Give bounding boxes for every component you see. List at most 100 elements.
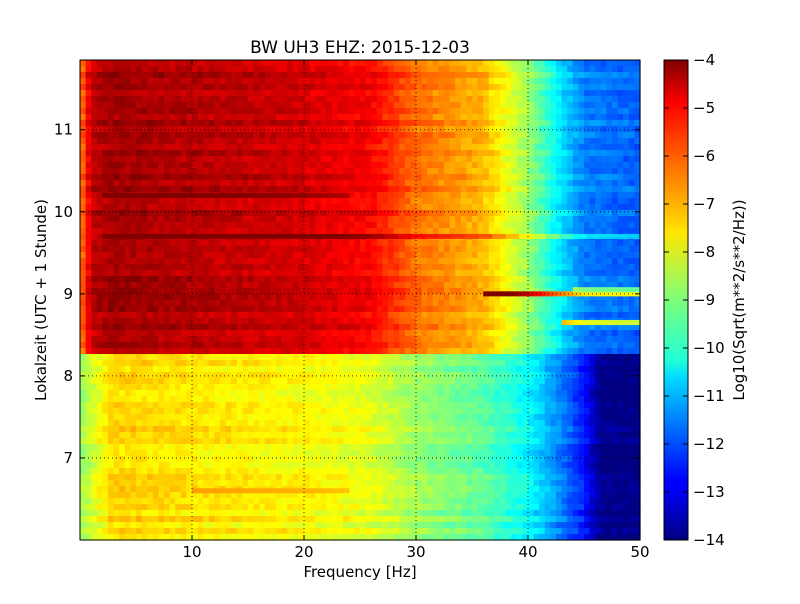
- heatmap-cell: [315, 342, 322, 349]
- heatmap-cell: [634, 270, 641, 277]
- heatmap-cell: [606, 84, 613, 91]
- heatmap-cell: [460, 84, 467, 91]
- heatmap-cell: [337, 90, 344, 97]
- heatmap-cell: [399, 120, 406, 127]
- heatmap-cell: [444, 126, 451, 133]
- heatmap-cell: [595, 276, 602, 283]
- heatmap-cell: [231, 300, 238, 307]
- heatmap-cell: [343, 342, 350, 349]
- heatmap-cell: [91, 222, 98, 229]
- heatmap-cell: [432, 342, 439, 349]
- heatmap-cell: [556, 318, 563, 325]
- heatmap-cell: [208, 60, 215, 67]
- heatmap-cell: [326, 120, 333, 127]
- heatmap-cell: [623, 228, 630, 235]
- heatmap-cell: [600, 306, 607, 313]
- heatmap-cell: [455, 90, 462, 97]
- heatmap-cell: [606, 132, 613, 139]
- heatmap-cell: [477, 252, 484, 259]
- heatmap-cell: [158, 90, 165, 97]
- heatmap-cell: [180, 132, 187, 139]
- heatmap-cell: [337, 246, 344, 253]
- heatmap-cell: [600, 162, 607, 169]
- heatmap-cell: [544, 342, 551, 349]
- heatmap-cell: [214, 108, 221, 115]
- heatmap-cell: [259, 300, 266, 307]
- heatmap-cell: [455, 204, 462, 211]
- heatmap-cell: [158, 228, 165, 235]
- heatmap-cell: [533, 330, 540, 337]
- heatmap-cell: [460, 198, 467, 205]
- heatmap-cell: [584, 144, 591, 151]
- heatmap-cell: [449, 276, 456, 283]
- heatmap-cell: [343, 252, 350, 259]
- heatmap-cell: [108, 120, 115, 127]
- heatmap-cell: [264, 72, 271, 79]
- heatmap-cell: [544, 96, 551, 103]
- heatmap-cell: [455, 198, 462, 205]
- heatmap-cell: [472, 282, 479, 289]
- heatmap-cell: [628, 348, 635, 355]
- heatmap-cell: [130, 318, 137, 325]
- heatmap-cell: [612, 324, 619, 331]
- heatmap-cell: [175, 300, 182, 307]
- heatmap-cell: [320, 294, 327, 301]
- heatmap-cell: [343, 240, 350, 247]
- heatmap-cell: [404, 342, 411, 349]
- heatmap-cell: [337, 342, 344, 349]
- heatmap-cell: [80, 318, 87, 325]
- heatmap-cell: [242, 132, 249, 139]
- heatmap-cell: [606, 282, 613, 289]
- heatmap-cell: [556, 138, 563, 145]
- heatmap-cell: [533, 318, 540, 325]
- heatmap-cell: [533, 168, 540, 175]
- heatmap-cell: [584, 192, 591, 199]
- heatmap-cell: [528, 198, 535, 205]
- heatmap-cell: [158, 312, 165, 319]
- heatmap-cell: [466, 294, 473, 301]
- heatmap-cell: [309, 228, 316, 235]
- heatmap-cell: [500, 198, 507, 205]
- heatmap-cell: [91, 96, 98, 103]
- heatmap-cell: [158, 336, 165, 343]
- heatmap-cell: [158, 156, 165, 163]
- heatmap-cell: [572, 294, 579, 301]
- heatmap-cell: [214, 252, 221, 259]
- heatmap-cell: [438, 288, 445, 295]
- heatmap-cell: [264, 186, 271, 193]
- heatmap-cell: [382, 132, 389, 139]
- heatmap-cell: [388, 162, 395, 169]
- heatmap-cell: [578, 300, 585, 307]
- heatmap-cell: [180, 324, 187, 331]
- heatmap-cell: [320, 168, 327, 175]
- heatmap-cell: [124, 144, 131, 151]
- heatmap-cell: [600, 240, 607, 247]
- heatmap-cell: [595, 66, 602, 73]
- heatmap-cell: [617, 282, 624, 289]
- heatmap-cell: [264, 66, 271, 73]
- heatmap-cell: [169, 120, 176, 127]
- heatmap-cell: [186, 186, 193, 193]
- heatmap-cell: [572, 90, 579, 97]
- heatmap-cell: [460, 318, 467, 325]
- heatmap-cell: [477, 300, 484, 307]
- heatmap-cell: [96, 78, 103, 85]
- heatmap-cell: [399, 318, 406, 325]
- heatmap-cell: [309, 354, 316, 361]
- heatmap-cell: [292, 138, 299, 145]
- heatmap-cell: [108, 180, 115, 187]
- heatmap-cell: [326, 264, 333, 271]
- heatmap-cell: [124, 342, 131, 349]
- heatmap-cell: [550, 186, 557, 193]
- heatmap-cell: [248, 270, 255, 277]
- heatmap-cell: [567, 174, 574, 181]
- heatmap-cell: [304, 72, 311, 79]
- heatmap-cell: [175, 162, 182, 169]
- heatmap-cell: [578, 336, 585, 343]
- heatmap-cell: [108, 156, 115, 163]
- heatmap-cell: [343, 324, 350, 331]
- heatmap-cell: [567, 354, 574, 361]
- heatmap-cell: [539, 258, 546, 265]
- heatmap-cell: [164, 162, 171, 169]
- heatmap-cell: [91, 312, 98, 319]
